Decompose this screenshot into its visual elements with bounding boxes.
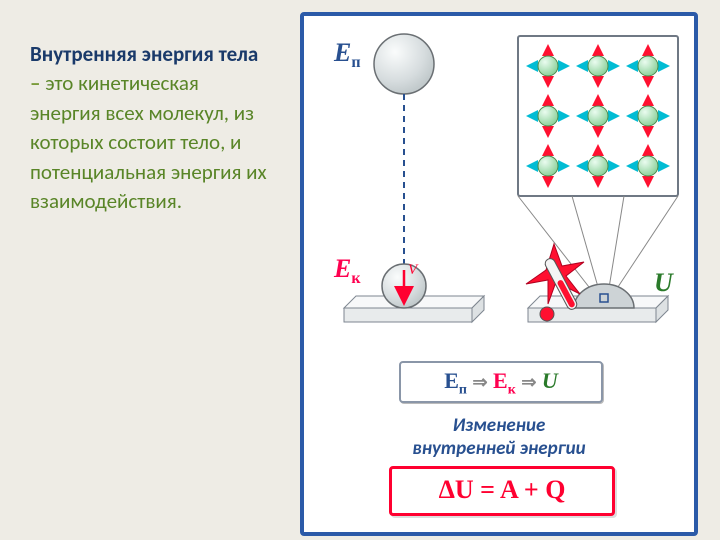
equation-deltaU: ΔU = A + Q bbox=[389, 466, 615, 516]
ball-top bbox=[374, 34, 434, 94]
projection-line bbox=[608, 196, 624, 294]
label-Ek: Eк bbox=[334, 254, 361, 288]
equation-chain: Eп ⇒ Eк ⇒ U bbox=[399, 361, 603, 403]
caption-line2: внутренней энергии bbox=[304, 437, 694, 460]
label-Ep: Eп bbox=[334, 38, 361, 72]
caption-line1: Изменение bbox=[304, 414, 694, 437]
projection-line bbox=[572, 196, 600, 294]
lattice-group bbox=[532, 50, 664, 182]
figure-panel: V Eп Eк U bbox=[300, 12, 698, 536]
label-U: U bbox=[654, 268, 673, 298]
figure-caption: Изменение внутренней энергии bbox=[304, 414, 694, 460]
definition-body: это кинетическая энергия всех молекул, и… bbox=[30, 70, 267, 214]
dome bbox=[574, 284, 634, 308]
definition-dash: – bbox=[30, 70, 45, 96]
definition-lead: Внутренняя энергия тела bbox=[30, 41, 258, 67]
definition-block: Внутренняя энергия тела – это кинетическ… bbox=[30, 40, 270, 216]
